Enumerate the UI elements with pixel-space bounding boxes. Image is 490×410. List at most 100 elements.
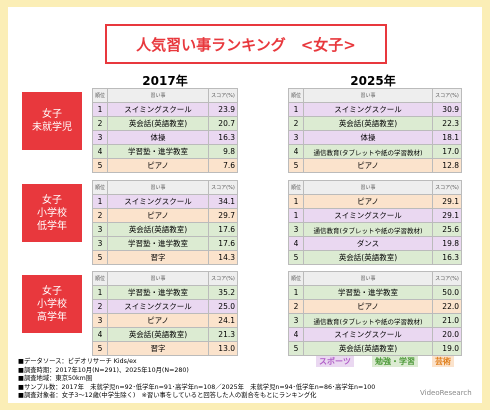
lesson-name: 通信教育(タブレットや紙の学習教材) — [303, 222, 433, 237]
logo: VideoResearch — [420, 389, 472, 397]
header-cell: 習い事 — [107, 88, 209, 103]
score: 13.0 — [208, 341, 238, 356]
table-row: 3 英会話(英語教室) 17.6 — [92, 222, 238, 237]
rank: 4 — [288, 327, 304, 342]
rank: 4 — [92, 327, 108, 342]
header-cell: スコア(%) — [208, 88, 238, 103]
note: ■サンプル数：2017年 未就学児n=92･低学年n=91･高学年n=108／2… — [18, 383, 376, 391]
header-cell: 順位 — [92, 271, 108, 286]
rank: 4 — [92, 144, 108, 159]
table-row: 2 ピアノ 22.0 — [288, 299, 462, 314]
lesson-name: スイミングスクール — [107, 194, 209, 209]
year-label: 2025年 — [350, 74, 396, 88]
legend-item: 芸術 — [432, 356, 454, 367]
group-label: 女子 小学校 高学年 — [22, 275, 82, 333]
table-row: 4 通信教育(タブレットや紙の学習教材) 17.0 — [288, 144, 462, 159]
rank: 5 — [92, 158, 108, 173]
header-cell: 順位 — [288, 271, 304, 286]
header-cell: スコア(%) — [208, 180, 238, 195]
table-row: 1 学習塾・進学教室 35.2 — [92, 285, 238, 300]
rank: 2 — [288, 299, 304, 314]
rank: 3 — [92, 236, 108, 251]
lesson-name: ピアノ — [303, 299, 433, 314]
header-cell: 順位 — [92, 180, 108, 195]
score: 17.6 — [208, 222, 238, 237]
score: 30.9 — [432, 102, 462, 117]
score: 21.0 — [432, 313, 462, 328]
table-row: 2 英会話(英語教室) 20.7 — [92, 116, 238, 131]
header-cell: 習い事 — [303, 180, 433, 195]
lesson-name: 英会話(英語教室) — [303, 341, 433, 356]
header-cell: 順位 — [288, 180, 304, 195]
rank: 3 — [288, 130, 304, 145]
note: ■調査地域：東京50km圏 — [18, 375, 93, 383]
rank: 5 — [288, 158, 304, 173]
table-row: 2 ピアノ 29.7 — [92, 208, 238, 223]
legend-item: 勉強・学習 — [372, 356, 418, 367]
score: 22.3 — [432, 116, 462, 131]
rank: 4 — [288, 236, 304, 251]
rank: 2 — [92, 299, 108, 314]
rank: 1 — [288, 208, 304, 223]
lesson-name: 英会話(英語教室) — [303, 250, 433, 265]
score: 18.1 — [432, 130, 462, 145]
lesson-name: 学習塾・進学教室 — [303, 285, 433, 300]
ranking-table: 順位 習い事 スコア(%) 1 学習塾・進学教室 35.2 2 スイミングスクール 25.0 3 ピ… — [92, 271, 238, 356]
score: 34.1 — [208, 194, 238, 209]
header-cell: 習い事 — [303, 271, 433, 286]
rank: 3 — [92, 130, 108, 145]
rank: 1 — [288, 285, 304, 300]
header-cell: 順位 — [288, 88, 304, 103]
table-row: 4 英会話(英語教室) 21.3 — [92, 327, 238, 342]
lesson-name: スイミングスクール — [107, 299, 209, 314]
score: 19.0 — [432, 341, 462, 356]
score: 29.1 — [432, 194, 462, 209]
lesson-name: ダンス — [303, 236, 433, 251]
lesson-name: 英会話(英語教室) — [107, 222, 209, 237]
score: 29.1 — [432, 208, 462, 223]
table-row: 1 スイミングスクール 23.9 — [92, 102, 238, 117]
table-row: 5 ピアノ 7.6 — [92, 158, 238, 173]
header-cell: 習い事 — [107, 180, 209, 195]
table-row: 5 英会話(英語教室) 16.3 — [288, 250, 462, 265]
rank: 1 — [92, 102, 108, 117]
lesson-name: 体操 — [107, 130, 209, 145]
header-row: 順位 習い事 スコア(%) — [288, 88, 462, 103]
table-row: 1 スイミングスクール 29.1 — [288, 208, 462, 223]
lesson-name: 通信教育(タブレットや紙の学習教材) — [303, 144, 433, 159]
table-row: 3 体操 18.1 — [288, 130, 462, 145]
lesson-name: 学習塾・進学教室 — [107, 236, 209, 251]
header-cell: スコア(%) — [432, 271, 462, 286]
lesson-name: ピアノ — [303, 194, 433, 209]
lesson-name: ピアノ — [107, 208, 209, 223]
header-cell: 習い事 — [303, 88, 433, 103]
score: 22.0 — [432, 299, 462, 314]
lesson-name: スイミングスクール — [107, 102, 209, 117]
score: 19.8 — [432, 236, 462, 251]
header-cell: スコア(%) — [432, 180, 462, 195]
lesson-name: 体操 — [303, 130, 433, 145]
table-row: 1 ピアノ 29.1 — [288, 194, 462, 209]
header-row: 順位 習い事 スコア(%) — [92, 271, 238, 286]
score: 20.0 — [432, 327, 462, 342]
lesson-name: 通信教育(タブレットや紙の学習教材) — [303, 313, 433, 328]
score: 16.3 — [208, 130, 238, 145]
rank: 5 — [92, 250, 108, 265]
group-label: 女子 未就学児 — [22, 92, 82, 150]
header-row: 順位 習い事 スコア(%) — [92, 180, 238, 195]
rank: 1 — [288, 194, 304, 209]
score: 24.1 — [208, 313, 238, 328]
table-row: 2 英会話(英語教室) 22.3 — [288, 116, 462, 131]
score: 14.3 — [208, 250, 238, 265]
title: 人気習い事ランキング <女子> — [105, 24, 387, 64]
table-row: 3 体操 16.3 — [92, 130, 238, 145]
score: 12.8 — [432, 158, 462, 173]
score: 20.7 — [208, 116, 238, 131]
rank: 2 — [92, 116, 108, 131]
score: 17.6 — [208, 236, 238, 251]
ranking-table: 順位 習い事 スコア(%) 1 スイミングスクール 34.1 2 ピアノ 29.7 3 英会話(英語… — [92, 180, 238, 265]
note: ■データソース：ビデオリサーチ Kids/ex — [18, 358, 137, 365]
lesson-name: 習字 — [107, 250, 209, 265]
header-cell: スコア(%) — [208, 271, 238, 286]
